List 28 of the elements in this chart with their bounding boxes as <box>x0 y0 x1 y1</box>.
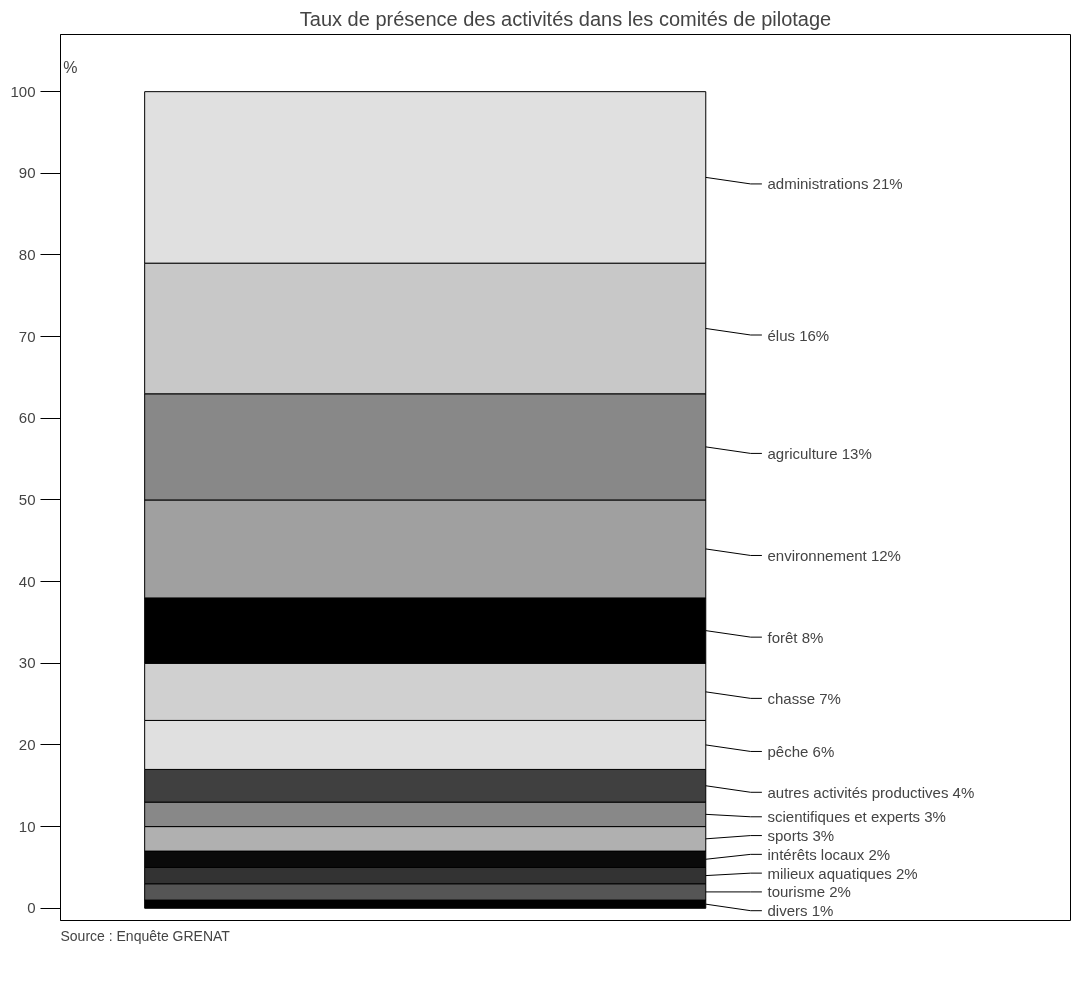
text: autres activités productives 4% <box>767 783 975 801</box>
text: intérêts locaux 2% <box>767 845 891 863</box>
y-tick-label: 0 <box>27 899 36 917</box>
y-tick-label: 80 <box>18 245 36 263</box>
text: tourisme 2% <box>767 883 851 901</box>
text: élus 16% <box>767 326 830 344</box>
y-tick-label: 30 <box>18 654 36 672</box>
y-tick-label: 40 <box>18 572 36 590</box>
text: scientifiques et experts 3% <box>767 808 946 826</box>
text: sports 3% <box>767 827 835 845</box>
text: pêche 6% <box>767 742 835 760</box>
text: forêt 8% <box>767 628 824 646</box>
text: environnement 12% <box>767 546 901 564</box>
y-tick-label: 60 <box>18 409 36 427</box>
source-note: Source : Enquête GRENAT <box>60 927 231 944</box>
y-tick-label: 100 <box>10 82 36 100</box>
y-tick-label: 90 <box>18 164 36 182</box>
text: administrations 21% <box>767 175 903 193</box>
y-tick-label: 50 <box>18 490 36 508</box>
text: divers 1% <box>767 902 834 920</box>
y-tick-label: 70 <box>18 327 36 345</box>
y-tick-label: 20 <box>18 735 36 753</box>
text: agriculture 13% <box>767 444 872 462</box>
text: chasse 7% <box>767 689 841 707</box>
text: milieux aquatiques 2% <box>767 864 918 882</box>
y-tick-label: 10 <box>18 817 36 835</box>
y-axis-title: % <box>63 58 78 76</box>
chart-title: Taux de présence des activités dans les comités de pilotage <box>299 7 832 30</box>
